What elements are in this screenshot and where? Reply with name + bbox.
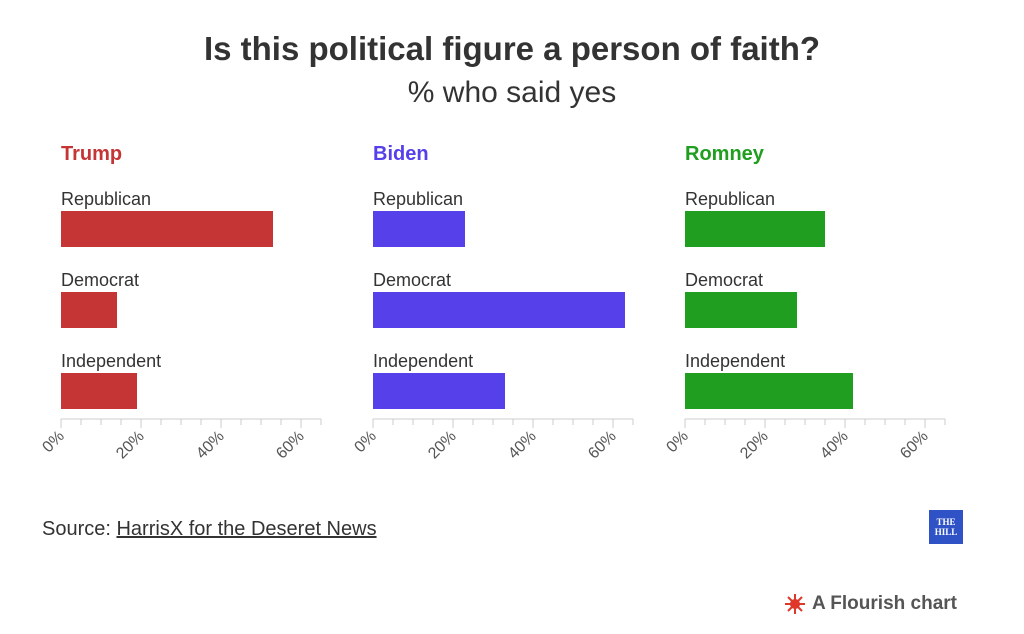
x-tick-label: 40%: [193, 428, 228, 463]
x-tick-label: 20%: [425, 428, 460, 463]
bar-biden-independent: [373, 373, 505, 409]
panel-title-romney: Romney: [685, 143, 765, 165]
category-label: Republican: [373, 189, 463, 209]
chart-subtitle: % who said yes: [407, 76, 617, 109]
category-label: Independent: [373, 351, 473, 371]
x-tick-label: 40%: [505, 428, 540, 463]
panel-title-trump: Trump: [61, 143, 122, 165]
x-tick-label: 0%: [351, 428, 379, 456]
bar-biden-republican: [373, 211, 465, 247]
the-hill-logo[interactable]: THE HILL: [929, 510, 963, 544]
flourish-burst-icon: [785, 594, 805, 614]
x-tick-label: 20%: [737, 428, 772, 463]
bar-trump-democrat: [61, 292, 117, 328]
x-tick-label: 0%: [39, 428, 67, 456]
logo-line-1: THE: [936, 517, 956, 527]
category-label: Independent: [61, 351, 161, 371]
x-tick-label: 20%: [113, 428, 148, 463]
source-link[interactable]: HarrisX for the Deseret News: [116, 518, 377, 540]
category-label: Democrat: [61, 270, 139, 290]
source-note: Source: HarrisX for the Deseret News: [42, 518, 377, 541]
bar-romney-republican: [685, 211, 825, 247]
category-label: Republican: [685, 189, 775, 209]
category-label: Independent: [685, 351, 785, 371]
flourish-credit[interactable]: A Flourish chart: [784, 593, 957, 615]
bar-romney-independent: [685, 373, 853, 409]
bar-trump-independent: [61, 373, 137, 409]
source-prefix: Source:: [42, 518, 117, 540]
chart-title: Is this political figure a person of fai…: [203, 30, 821, 67]
x-tick-label: 60%: [897, 428, 932, 463]
category-label: Democrat: [685, 270, 763, 290]
category-label: Democrat: [373, 270, 451, 290]
bar-romney-democrat: [685, 292, 797, 328]
x-tick-label: 60%: [585, 428, 620, 463]
bar-trump-republican: [61, 211, 273, 247]
bar-biden-democrat: [373, 292, 625, 328]
chart-area: Trump Republican Democrat Independent 0% 20% 4…: [39, 143, 946, 463]
logo-line-2: HILL: [934, 527, 958, 537]
x-tick-label: 40%: [817, 428, 852, 463]
x-tick-label: 60%: [273, 428, 308, 463]
panel-title-biden: Biden: [373, 143, 429, 165]
x-tick-label: 0%: [663, 428, 691, 456]
category-label: Republican: [61, 189, 151, 209]
flourish-label: A Flourish chart: [812, 593, 957, 614]
